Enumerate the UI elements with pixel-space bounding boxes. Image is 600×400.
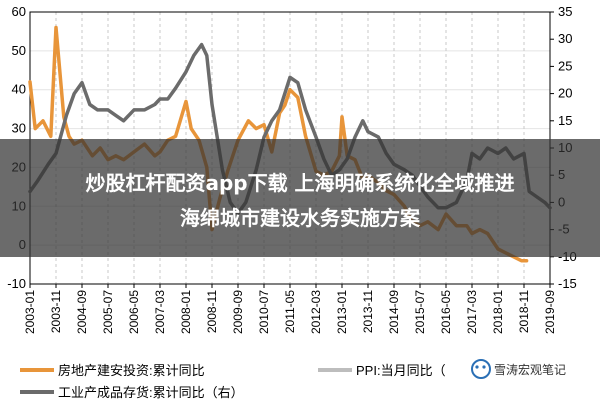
right-tick-label: 30 xyxy=(558,31,572,46)
right-tick-label: 35 xyxy=(558,4,572,19)
left-tick-label: 30 xyxy=(12,121,26,136)
x-tick-label: 2013-11 xyxy=(361,290,375,333)
x-tick-label: 2017-03 xyxy=(465,290,479,334)
x-tick-label: 2016-05 xyxy=(439,290,453,334)
x-tick-label: 2011-05 xyxy=(283,290,297,333)
legend-label-ppi: PPI:当月同比（ xyxy=(356,363,446,378)
right-tick-label: 20 xyxy=(558,86,572,101)
legend: 房地产建安投资:累计同比 PPI:当月同比（ 工业产成品存货:累计同比（右） xyxy=(20,363,446,400)
headline-banner xyxy=(0,139,600,257)
x-tick-label: 2018-01 xyxy=(491,290,505,334)
left-tick-label: 40 xyxy=(12,82,26,97)
left-tick-label: 60 xyxy=(12,4,26,19)
watermark: 雪涛宏观笔记 xyxy=(471,359,566,379)
x-tick-label: 2019-09 xyxy=(543,290,557,334)
left-tick-label: 50 xyxy=(12,43,26,58)
x-tick-label: 2006-05 xyxy=(127,290,141,334)
x-tick-label: 2009-09 xyxy=(231,290,245,334)
x-tick-label: 2007-03 xyxy=(153,290,167,334)
x-tick-label: 2012-03 xyxy=(309,290,323,334)
x-tick-label: 2010-07 xyxy=(257,290,271,334)
watermark-text: 雪涛宏观笔记 xyxy=(494,362,566,377)
x-tick-label: 2004-09 xyxy=(75,290,89,334)
right-tick-label: -15 xyxy=(558,276,577,291)
legend-label-construction: 房地产建安投资:累计同比 xyxy=(58,363,205,378)
wechat-logo-eye-left xyxy=(475,365,479,369)
x-tick-label: 2008-11 xyxy=(205,290,219,333)
x-tick-label: 2008-01 xyxy=(179,290,193,334)
left-tick-label: -10 xyxy=(7,276,26,291)
x-tick-label: 2015-07 xyxy=(413,290,427,334)
headline-line-1: 炒股杠杆配资app下载 上海明确系统化全域推进 xyxy=(85,171,514,195)
x-tick-label: 2013-01 xyxy=(335,290,349,334)
right-tick-label: 25 xyxy=(558,58,572,73)
x-tick-label: 2005-07 xyxy=(101,290,115,334)
wechat-logo-icon xyxy=(471,359,491,379)
headline-line-2: 海绵城市建设水务实施方案 xyxy=(180,206,421,230)
x-tick-label: 2014-09 xyxy=(387,290,401,334)
wechat-logo-eye-right xyxy=(482,365,486,369)
legend-label-inventory: 工业产成品存货:累计同比（右） xyxy=(58,385,244,400)
x-tick-label: 2003-11 xyxy=(49,290,63,333)
x-axis-ticks: 2003-01 2003-11 2004-09 2005-07 2006-05 2007-… xyxy=(23,284,557,334)
x-tick-label: 2003-01 xyxy=(23,290,37,334)
right-tick-label: 15 xyxy=(558,113,572,128)
x-tick-label: 2018-11 xyxy=(517,290,531,333)
